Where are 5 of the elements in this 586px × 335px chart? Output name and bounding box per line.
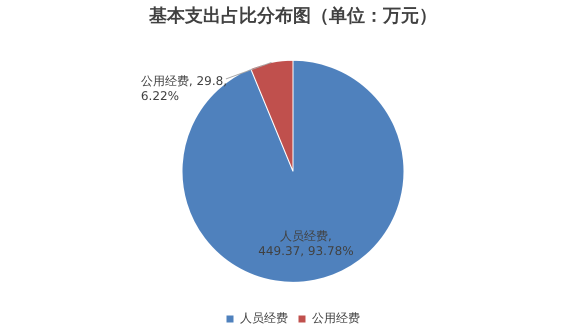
legend-label: 公用经费 (312, 311, 360, 326)
data-label: 公用经费, 29.8, 6.22% (140, 74, 228, 104)
data-label: 人员经费, 449.37, 93.78% (258, 228, 354, 258)
legend-label: 人员经费 (240, 311, 288, 326)
chart-title: 基本支出占比分布图（单位：万元） (148, 5, 437, 26)
